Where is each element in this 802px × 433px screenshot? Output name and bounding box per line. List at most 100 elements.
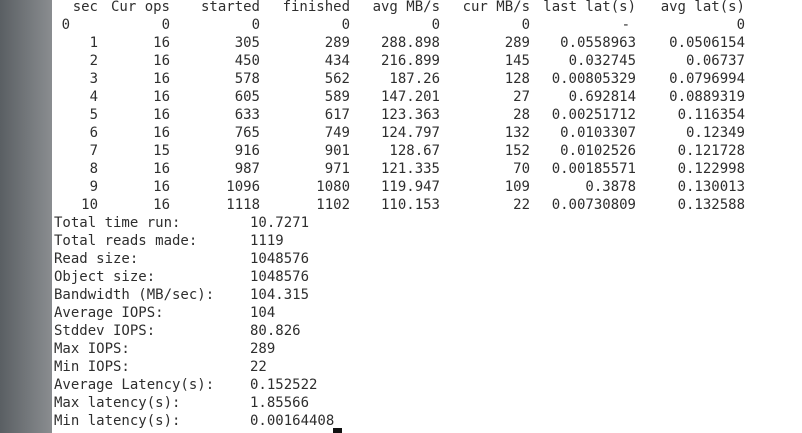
table-cell: 0 xyxy=(432,17,440,33)
table-cell: 971 xyxy=(325,161,350,177)
summary-label: Stddev IOPS: xyxy=(54,323,155,339)
summary-value: 1119 xyxy=(250,233,284,249)
table-cell: 0.00251712 xyxy=(552,107,636,123)
summary-label: Min IOPS: xyxy=(54,359,130,375)
summary-value: 104 xyxy=(250,305,275,321)
table-cell: 4 xyxy=(90,89,98,105)
table-cell: 110.153 xyxy=(381,197,440,213)
table-cell: 901 xyxy=(325,143,350,159)
column-header: started xyxy=(201,0,260,15)
table-cell: 16 xyxy=(153,89,170,105)
table-cell: 0.692814 xyxy=(569,89,636,105)
table-cell: 1102 xyxy=(316,197,350,213)
table-cell: 450 xyxy=(235,53,260,69)
column-header: sec xyxy=(73,0,98,15)
table-cell: 1080 xyxy=(316,179,350,195)
table-cell: 132 xyxy=(505,125,530,141)
table-cell: 1118 xyxy=(226,197,260,213)
table-cell: 187.26 xyxy=(389,71,440,87)
table-cell: 765 xyxy=(235,125,260,141)
table-cell: - xyxy=(622,17,630,33)
table-cell: 16 xyxy=(153,107,170,123)
summary-value: 1048576 xyxy=(250,251,309,267)
summary-label: Read size: xyxy=(54,251,138,267)
table-cell: 0 xyxy=(737,17,745,33)
table-cell: 0.132588 xyxy=(678,197,745,213)
summary-label: Bandwidth (MB/sec): xyxy=(54,287,214,303)
table-cell: 3 xyxy=(90,71,98,87)
table-cell: 0 xyxy=(342,17,350,33)
table-cell: 16 xyxy=(153,179,170,195)
table-cell: 128 xyxy=(505,71,530,87)
summary-value: 104.315 xyxy=(250,287,309,303)
summary-value: 80.826 xyxy=(250,323,301,339)
summary-label: Average Latency(s): xyxy=(54,377,214,393)
summary-label: Min latency(s): xyxy=(54,413,180,429)
table-cell: 15 xyxy=(153,143,170,159)
table-cell: 0.0506154 xyxy=(669,35,745,51)
table-cell: 16 xyxy=(153,161,170,177)
table-cell: 28 xyxy=(513,107,530,123)
table-cell: 0.130013 xyxy=(678,179,745,195)
desktop-edge xyxy=(0,0,52,433)
table-cell: 288.898 xyxy=(381,35,440,51)
column-header: avg MB/s xyxy=(373,0,440,15)
summary-label: Max latency(s): xyxy=(54,395,180,411)
table-cell: 987 xyxy=(235,161,260,177)
table-cell: 0.00185571 xyxy=(552,161,636,177)
table-cell: 0.0102526 xyxy=(560,143,636,159)
summary-label: Total reads made: xyxy=(54,233,197,249)
table-cell: 749 xyxy=(325,125,350,141)
table-cell: 605 xyxy=(235,89,260,105)
column-header: avg lat(s) xyxy=(661,0,745,15)
summary-value: 1048576 xyxy=(250,269,309,285)
table-cell: 434 xyxy=(325,53,350,69)
table-cell: 16 xyxy=(153,125,170,141)
table-cell: 0.032745 xyxy=(569,53,636,69)
table-cell: 305 xyxy=(235,35,260,51)
table-cell: 0.0103307 xyxy=(560,125,636,141)
table-cell: 22 xyxy=(513,197,530,213)
table-cell: 6 xyxy=(90,125,98,141)
table-cell: 124.797 xyxy=(381,125,440,141)
table-cell: 10 xyxy=(81,197,98,213)
table-cell: 633 xyxy=(235,107,260,123)
table-cell: 916 xyxy=(235,143,260,159)
column-header: Cur ops xyxy=(111,0,170,15)
table-cell: 16 xyxy=(153,53,170,69)
terminal-background xyxy=(52,0,802,433)
table-cell: 562 xyxy=(325,71,350,87)
table-cell: 289 xyxy=(505,35,530,51)
table-cell: 0.06737 xyxy=(686,53,745,69)
column-header: cur MB/s xyxy=(463,0,530,15)
column-header: last lat(s) xyxy=(543,0,636,15)
table-cell: 123.363 xyxy=(381,107,440,123)
summary-label: Max IOPS: xyxy=(54,341,130,357)
summary-value: 0.152522 xyxy=(250,377,317,393)
table-cell: 0.12349 xyxy=(686,125,745,141)
table-cell: 0.0558963 xyxy=(560,35,636,51)
table-cell: 0.3878 xyxy=(585,179,636,195)
table-cell: 145 xyxy=(505,53,530,69)
cursor xyxy=(333,428,342,433)
table-cell: 589 xyxy=(325,89,350,105)
table-cell: 0.0796994 xyxy=(669,71,745,87)
summary-value: 22 xyxy=(250,359,267,375)
table-cell: 16 xyxy=(153,197,170,213)
table-cell: 8 xyxy=(90,161,98,177)
table-cell: 147.201 xyxy=(381,89,440,105)
table-cell: 2 xyxy=(90,53,98,69)
table-cell: 0.00730809 xyxy=(552,197,636,213)
table-cell: 121.335 xyxy=(381,161,440,177)
table-cell: 70 xyxy=(513,161,530,177)
table-cell: 289 xyxy=(325,35,350,51)
table-cell: 578 xyxy=(235,71,260,87)
table-cell: 0.00805329 xyxy=(552,71,636,87)
table-cell: 617 xyxy=(325,107,350,123)
table-cell: 1 xyxy=(90,35,98,51)
summary-label: Total time run: xyxy=(54,215,180,231)
table-cell: 119.947 xyxy=(381,179,440,195)
table-cell: 27 xyxy=(513,89,530,105)
